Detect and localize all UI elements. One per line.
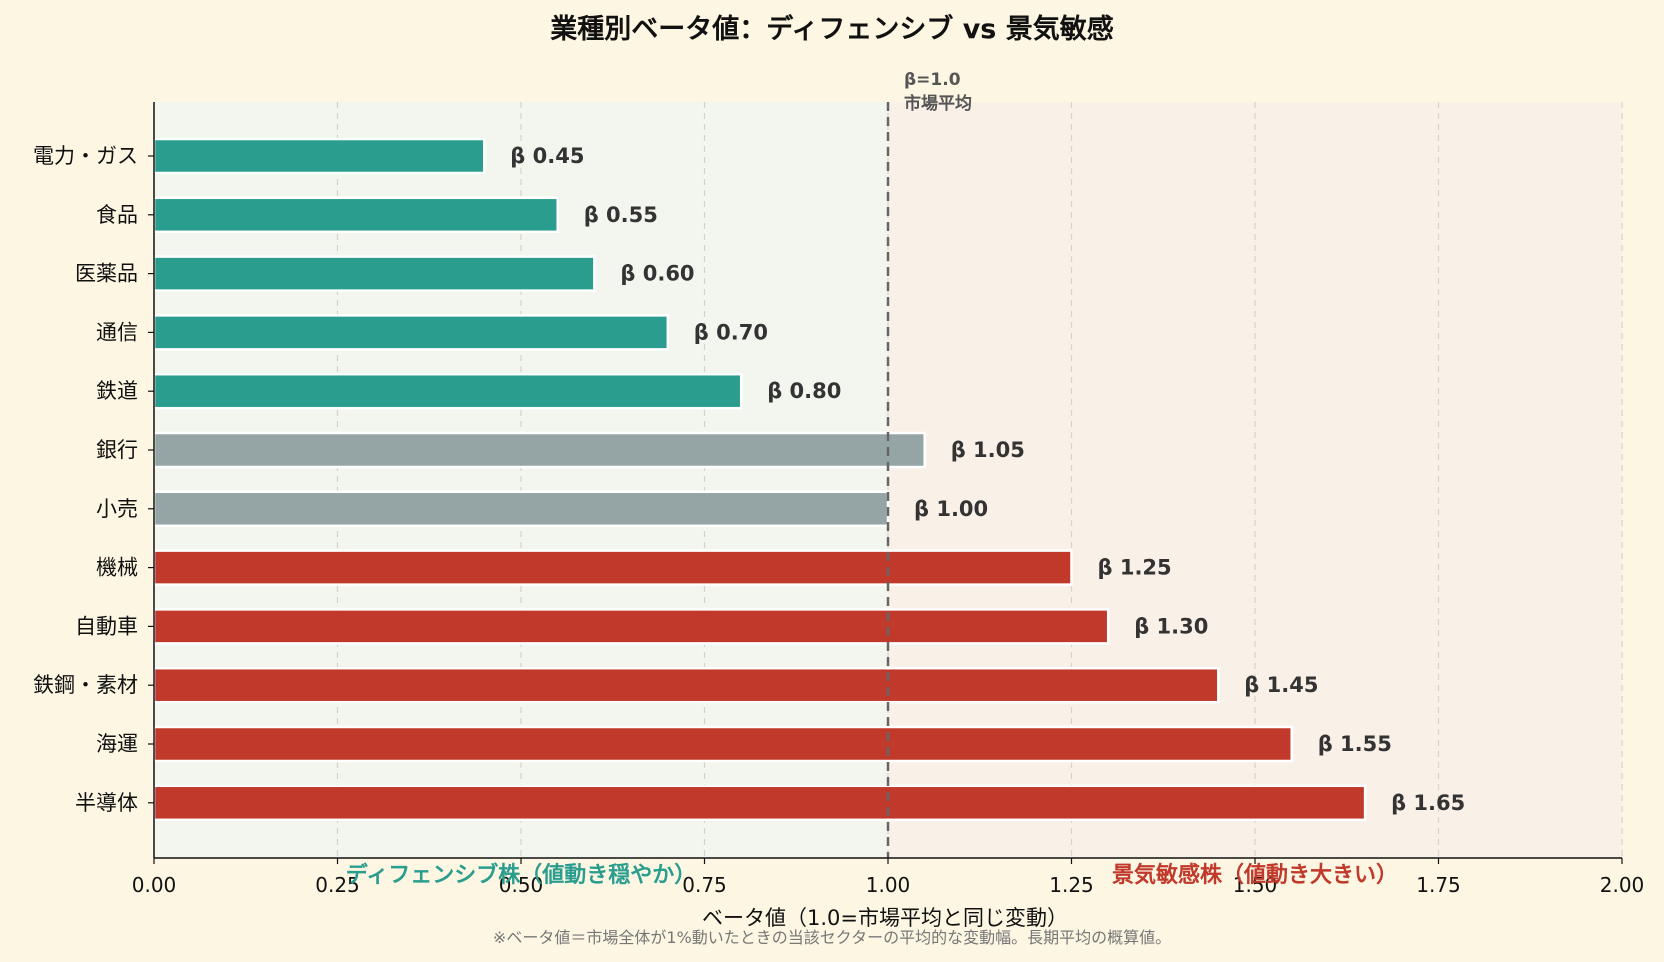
category-label-9: 自動車 [75,614,138,638]
cyclical-zone-label: 景気敏感株（値動き大きい） [1112,862,1398,888]
bar-3 [152,255,596,292]
category-label-1: 電力・ガス [33,144,138,168]
x-tick-label-8: 2.00 [1600,873,1645,897]
reference-line-label-beta: β=1.0 [904,70,961,90]
chart-title: 業種別ベータ値：ディフェンシブ vs 景気敏感 [550,13,1114,45]
category-label-8: 機械 [96,556,138,580]
x-tick-label-0: 0.00 [132,873,177,897]
x-axis-label: ベータ値（1.0=市場平均と同じ変動） [702,906,1068,930]
value-label-7: β 1.00 [914,497,988,521]
x-tick-label-7: 1.75 [1416,873,1461,897]
category-label-3: 医薬品 [75,262,138,286]
bar-6 [152,431,926,469]
bar-1 [152,137,486,175]
bars [152,137,1367,822]
x-tick-label-2: 0.50 [499,873,544,897]
bar-11 [152,725,1293,763]
value-label-8: β 1.25 [1098,556,1172,580]
x-tick-label-1: 0.25 [315,873,360,897]
category-label-12: 半導体 [75,791,138,815]
value-label-12: β 1.65 [1391,791,1465,815]
bar-2 [152,196,559,234]
bar-5 [152,372,743,410]
defensive-zone-label: ディフェンシブ株（値動き穏やか） [346,862,696,888]
category-label-6: 銀行 [96,438,138,462]
x-tick-label-4: 1.00 [866,873,911,897]
x-tick-label-5: 1.25 [1049,873,1094,897]
category-label-4: 通信 [96,320,138,344]
reference-line-label-market-average: 市場平均 [904,93,972,114]
value-label-3: β 0.60 [620,262,694,286]
bar-12 [152,784,1367,822]
category-label-2: 食品 [96,203,138,227]
value-label-10: β 1.45 [1244,673,1318,697]
footnote: ※ベータ値＝市場全体が1%動いたときの当該セクターの平均的な変動幅。長期平均の概… [493,928,1171,947]
bar-4 [152,314,670,351]
value-label-2: β 0.55 [584,203,658,227]
bar-7 [152,490,890,528]
category-label-11: 海運 [96,732,138,756]
x-tick-label-3: 0.75 [682,873,727,897]
category-label-5: 鉄道 [96,379,138,403]
value-label-6: β 1.05 [951,438,1025,462]
bar-9 [152,608,1110,645]
bar-10 [152,666,1220,704]
value-label-9: β 1.30 [1134,614,1208,638]
value-labels: β 0.45 β 0.55 β 0.60 β 0.70 β 0.80 β 1.05 β 1.… [510,144,1465,815]
value-label-5: β 0.80 [767,379,841,403]
category-label-7: 小売 [96,497,138,521]
x-tick-label-6: 1.50 [1233,873,1278,897]
category-label-10: 鉄鋼・素材 [33,673,138,697]
bar-8 [152,549,1073,586]
value-label-11: β 1.55 [1318,732,1392,756]
x-tick-labels: 0.00 0.25 0.50 0.75 1.00 1.25 1.50 1.75 2.00 [132,858,1645,897]
value-label-4: β 0.70 [694,320,768,344]
value-label-1: β 0.45 [510,144,584,168]
